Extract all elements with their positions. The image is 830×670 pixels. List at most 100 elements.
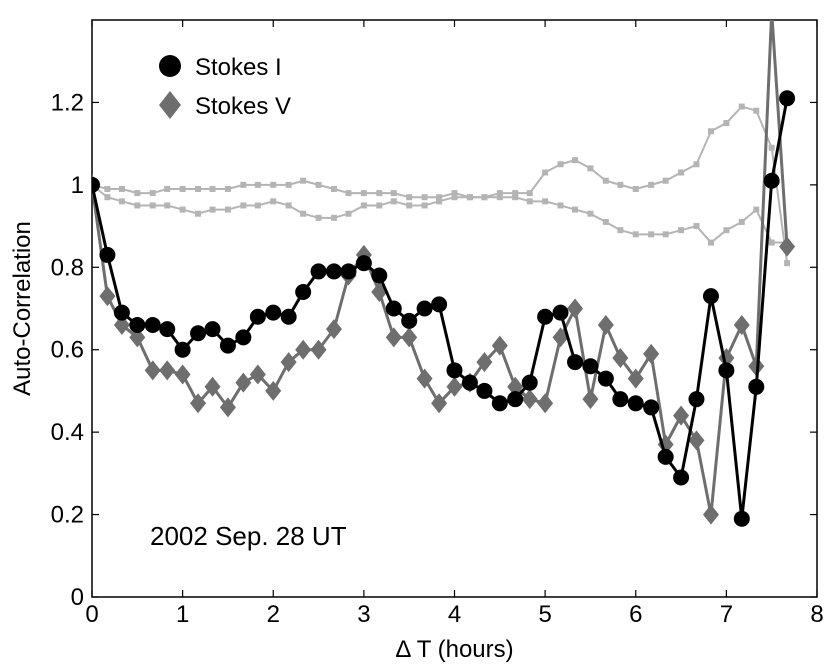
lower-envelope-point bbox=[164, 202, 171, 209]
stokes-v-point bbox=[537, 393, 554, 414]
lower-envelope-point bbox=[330, 214, 337, 221]
stokes-v-point bbox=[748, 356, 765, 377]
upper-envelope-point bbox=[738, 103, 745, 110]
upper-envelope-point bbox=[195, 185, 202, 192]
lower-envelope-point bbox=[451, 194, 458, 201]
upper-envelope-point bbox=[330, 185, 337, 192]
stokes-v-point bbox=[688, 430, 705, 451]
lower-envelope-point bbox=[738, 218, 745, 225]
stokes-i-point bbox=[219, 337, 236, 354]
upper-envelope-point bbox=[315, 181, 322, 188]
upper-envelope-point bbox=[436, 194, 443, 201]
upper-envelope-point bbox=[496, 190, 503, 197]
stokes-v-point bbox=[249, 364, 266, 385]
x-tick-label: 2 bbox=[267, 601, 280, 628]
stokes-v-point bbox=[567, 298, 584, 319]
lower-envelope-point bbox=[557, 202, 564, 209]
lower-envelope-point bbox=[587, 210, 594, 217]
x-axis-ticks: 0 1 2 3 4 5 6 7 8 bbox=[85, 20, 824, 628]
upper-envelope-point bbox=[118, 185, 125, 192]
series-stokes-i bbox=[92, 90, 796, 527]
stokes-i-point bbox=[371, 267, 388, 284]
stokes-v-point bbox=[401, 327, 418, 348]
upper-envelope-point bbox=[376, 190, 383, 197]
x-tick-label: 3 bbox=[357, 601, 370, 628]
lower-envelope-point bbox=[406, 202, 413, 209]
stokes-v-point bbox=[204, 376, 221, 397]
stokes-i-point bbox=[144, 316, 161, 333]
axes: 0 1 2 3 4 5 6 7 8 0 0.2 0.4 0.6 0.8 1 1.2 bbox=[51, 20, 824, 628]
stokes-i-point bbox=[235, 329, 252, 346]
x-tick-label: 6 bbox=[629, 601, 642, 628]
stokes-i-point bbox=[748, 378, 765, 395]
lower-envelope-point bbox=[270, 198, 277, 205]
stokes-i-point bbox=[159, 321, 176, 338]
stokes-v-point bbox=[476, 352, 493, 373]
stokes-i-point bbox=[627, 395, 644, 412]
stokes-i-point bbox=[461, 374, 478, 391]
stokes-i-point bbox=[702, 288, 719, 305]
upper-envelope-point bbox=[617, 181, 624, 188]
stokes-v-point bbox=[280, 352, 297, 373]
upper-envelope-point bbox=[134, 190, 141, 197]
y-tick-label: 1 bbox=[71, 172, 84, 199]
series-lower-envelope bbox=[92, 181, 791, 246]
stokes-v-point bbox=[446, 376, 463, 397]
upper-envelope-point bbox=[678, 169, 685, 176]
lower-envelope-point bbox=[285, 202, 292, 209]
lower-envelope-point bbox=[648, 231, 655, 238]
lower-envelope-point bbox=[149, 202, 156, 209]
stokes-v-point bbox=[99, 286, 116, 307]
upper-envelope-point bbox=[768, 144, 775, 151]
lower-envelope-point bbox=[300, 210, 307, 217]
upper-envelope-point bbox=[451, 190, 458, 197]
stokes-v-point bbox=[129, 327, 146, 348]
upper-envelope-point bbox=[693, 161, 700, 168]
lower-envelope-point bbox=[481, 194, 488, 201]
series-upper-envelope bbox=[92, 103, 791, 267]
stokes-v-point bbox=[219, 397, 236, 418]
upper-envelope-point bbox=[632, 185, 639, 192]
upper-envelope-point bbox=[390, 190, 397, 197]
y-tick-label: 0 bbox=[71, 584, 84, 611]
upper-envelope-point bbox=[526, 190, 533, 197]
legend-marker-stokes-v bbox=[159, 91, 181, 119]
stokes-i-point bbox=[567, 354, 584, 371]
upper-envelope-point bbox=[209, 185, 216, 192]
lower-envelope-point bbox=[526, 198, 533, 205]
stokes-v-point bbox=[702, 504, 719, 525]
stokes-i-point bbox=[476, 382, 493, 399]
stokes-v-point bbox=[431, 393, 448, 414]
stokes-i-point bbox=[537, 308, 554, 325]
stokes-i-point bbox=[249, 308, 266, 325]
stokes-v-point bbox=[770, 20, 774, 22]
stokes-v-point bbox=[416, 368, 433, 389]
lower-envelope-point bbox=[240, 202, 247, 209]
upper-envelope-point bbox=[270, 181, 277, 188]
upper-envelope-point bbox=[572, 157, 579, 164]
stokes-i-point bbox=[521, 374, 538, 391]
lower-envelope-point bbox=[360, 202, 367, 209]
y-tick-label: 0.4 bbox=[51, 419, 84, 446]
upper-envelope-point bbox=[104, 185, 111, 192]
y-axis-label: Auto-Correlation bbox=[9, 221, 36, 396]
upper-envelope-line bbox=[92, 105, 789, 264]
x-tick-label: 4 bbox=[448, 601, 461, 628]
upper-envelope-point bbox=[345, 190, 352, 197]
stokes-i-point bbox=[612, 391, 629, 408]
legend-label-stokes-i: Stokes I bbox=[195, 54, 282, 81]
series-stokes-v bbox=[92, 20, 796, 525]
lower-envelope-point bbox=[209, 206, 216, 213]
upper-envelope-point bbox=[240, 181, 247, 188]
stokes-i-point bbox=[92, 176, 100, 193]
lower-envelope-point bbox=[134, 202, 141, 209]
stokes-i-point bbox=[552, 304, 569, 321]
upper-envelope-point bbox=[149, 190, 156, 197]
stokes-i-point bbox=[129, 316, 146, 333]
lower-envelope-point bbox=[345, 210, 352, 217]
stokes-i-point bbox=[401, 312, 418, 329]
lower-envelope-point bbox=[617, 227, 624, 234]
stokes-v-point bbox=[159, 360, 176, 381]
stokes-v-point bbox=[612, 347, 629, 368]
y-tick-label: 0.2 bbox=[51, 502, 84, 529]
